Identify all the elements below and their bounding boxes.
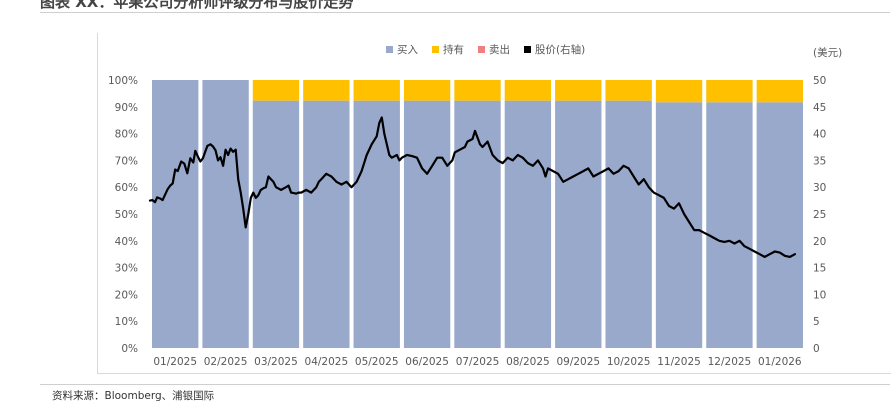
chart-frame: 01/2025 02/2025 03/2025 04/2025 05/2025 06/20… bbox=[97, 33, 891, 374]
y-left-tick-label: 90% bbox=[115, 102, 138, 114]
price-line-layer bbox=[148, 116, 797, 258]
source-note: 资料来源：Bloomberg、浦银国际 bbox=[52, 390, 215, 402]
y-right-tick-label: 30 bbox=[813, 182, 826, 194]
bar-hold bbox=[454, 80, 501, 101]
bar-buy bbox=[454, 100, 501, 348]
bar-hold bbox=[706, 80, 753, 103]
bar-buy bbox=[152, 80, 199, 348]
bar-hold bbox=[504, 80, 552, 101]
y-right-tick-label: 25 bbox=[813, 209, 826, 221]
y-left-tick-label: 80% bbox=[115, 129, 138, 141]
bar-buy bbox=[756, 102, 803, 348]
chart-canvas: 01/2025 02/2025 03/2025 04/2025 05/2025 06/20… bbox=[108, 43, 842, 368]
x-tick-label: 02/2025 bbox=[204, 356, 248, 368]
bar-buy bbox=[605, 100, 652, 348]
bar-buy bbox=[555, 100, 602, 348]
legend-swatch-hold bbox=[432, 46, 439, 53]
page-title: 图表 XX：苹果公司分析师评级分布与股价走势 bbox=[40, 0, 354, 11]
x-tick-label: 11/2025 bbox=[657, 356, 701, 368]
x-tick-label: 01/2026 bbox=[758, 356, 802, 368]
bottom-divider bbox=[40, 384, 890, 385]
y-left-tick-label: 100% bbox=[108, 75, 138, 87]
x-tick-label: 05/2025 bbox=[355, 356, 399, 368]
bar-hold bbox=[403, 80, 451, 101]
top-divider bbox=[40, 12, 890, 13]
bar-buy bbox=[403, 100, 451, 348]
y-right-tick-label: 5 bbox=[813, 316, 820, 328]
y-left-tick-label: 20% bbox=[115, 289, 138, 301]
x-tick-label: 01/2025 bbox=[153, 356, 197, 368]
x-tick-label: 07/2025 bbox=[456, 356, 500, 368]
legend-swatch-buy bbox=[386, 46, 393, 53]
x-tick-label: 04/2025 bbox=[305, 356, 349, 368]
legend: 买入 持有 卖出 股价(右轴) bbox=[386, 43, 585, 56]
y-left-tick-label: 30% bbox=[115, 263, 138, 275]
price-line bbox=[148, 116, 797, 258]
bar-hold bbox=[655, 80, 703, 103]
legend-label-price: 股价(右轴) bbox=[535, 43, 585, 56]
x-tick-label: 09/2025 bbox=[556, 356, 600, 368]
x-tick-label: 12/2025 bbox=[708, 356, 752, 368]
x-tick-label: 03/2025 bbox=[254, 356, 298, 368]
x-tick-label: 08/2025 bbox=[506, 356, 550, 368]
y-right-tick-label: 45 bbox=[813, 102, 826, 114]
y-left-tick-label: 40% bbox=[115, 236, 138, 248]
bar-buy bbox=[504, 100, 552, 348]
right-axis-unit-label: (美元) bbox=[813, 46, 842, 59]
legend-label-sell: 卖出 bbox=[489, 43, 510, 56]
bars-layer bbox=[152, 80, 803, 348]
bar-buy bbox=[252, 100, 300, 348]
y-right-tick-label: 50 bbox=[813, 75, 826, 87]
y-right-tick-label: 20 bbox=[813, 236, 826, 248]
y-right-tick-label: 15 bbox=[813, 263, 826, 275]
bar-buy bbox=[303, 100, 350, 348]
bar-hold bbox=[605, 80, 652, 101]
y-right-tick-label: 35 bbox=[813, 155, 826, 167]
bar-buy bbox=[655, 102, 703, 348]
x-tick-label: 10/2025 bbox=[607, 356, 651, 368]
bar-hold bbox=[252, 80, 300, 101]
bar-buy bbox=[353, 100, 400, 348]
legend-swatch-sell bbox=[478, 46, 485, 53]
axis-layer: 01/2025 02/2025 03/2025 04/2025 05/2025 06/20… bbox=[108, 46, 842, 368]
bar-hold bbox=[555, 80, 602, 101]
x-tick-label: 06/2025 bbox=[405, 356, 449, 368]
bar-hold bbox=[303, 80, 350, 101]
y-left-tick-label: 50% bbox=[115, 209, 138, 221]
y-left-tick-label: 70% bbox=[115, 155, 138, 167]
y-left-tick-label: 10% bbox=[115, 316, 138, 328]
bar-buy bbox=[706, 102, 753, 348]
y-right-tick-label: 0 bbox=[813, 343, 820, 355]
bar-hold bbox=[353, 80, 400, 101]
bar-buy bbox=[202, 80, 249, 348]
y-right-tick-label: 10 bbox=[813, 289, 826, 301]
legend-label-hold: 持有 bbox=[443, 43, 464, 56]
y-right-tick-label: 40 bbox=[813, 129, 826, 141]
legend-swatch-price bbox=[524, 46, 531, 53]
y-left-tick-label: 0% bbox=[121, 343, 138, 355]
bar-hold bbox=[756, 80, 803, 103]
y-left-tick-label: 60% bbox=[115, 182, 138, 194]
legend-label-buy: 买入 bbox=[397, 44, 418, 56]
